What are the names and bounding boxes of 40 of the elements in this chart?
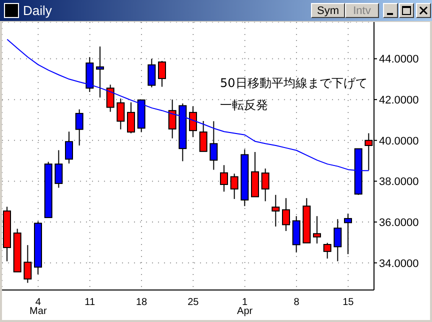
candlestick xyxy=(54,150,63,188)
candlestick xyxy=(323,242,332,260)
sym-button: Sym xyxy=(311,3,345,18)
candlestick xyxy=(344,213,352,255)
candlestick xyxy=(65,131,73,164)
intv-button: Intv xyxy=(345,3,379,18)
candlestick xyxy=(189,106,197,138)
candlestick xyxy=(261,168,270,202)
candlestick xyxy=(292,216,300,253)
y-tick-label: 34.0000 xyxy=(379,258,419,270)
x-tick-label: 8 xyxy=(294,297,300,308)
x-tick-label: 11 xyxy=(84,297,96,308)
x-tick-label: 4 Mar xyxy=(30,297,48,317)
chart-title: Daily xyxy=(23,3,52,18)
candlestick xyxy=(199,120,208,152)
candlestick xyxy=(158,60,166,88)
candlestick xyxy=(116,98,125,130)
x-tick-label: 25 xyxy=(188,297,200,308)
x-tick-label: 15 xyxy=(342,297,354,308)
candlestick xyxy=(127,102,135,134)
candlestick xyxy=(272,194,280,228)
candlestick xyxy=(168,99,176,139)
x-tick-label: 18 xyxy=(136,297,148,308)
candlestick xyxy=(24,244,32,284)
candlestick xyxy=(334,218,342,262)
candlestick xyxy=(148,58,156,88)
candlestick xyxy=(75,108,84,146)
candlestick xyxy=(230,173,238,200)
y-tick-label: 44.0000 xyxy=(379,54,419,66)
candlestick xyxy=(220,164,228,192)
candlestick xyxy=(313,216,321,244)
y-tick-label: 42.0000 xyxy=(379,94,419,106)
y-tick-label: 40.0000 xyxy=(379,135,419,148)
x-tick-label: 1 Apr xyxy=(237,297,254,317)
y-tick-label: 38.0000 xyxy=(379,176,419,188)
y-tick-label: 36.0000 xyxy=(379,216,419,229)
annotation: 50日移動平均線まで下げて一転反発 xyxy=(220,75,368,114)
candlestick xyxy=(282,198,290,232)
candlestick xyxy=(96,46,104,98)
candlestick xyxy=(106,84,114,112)
